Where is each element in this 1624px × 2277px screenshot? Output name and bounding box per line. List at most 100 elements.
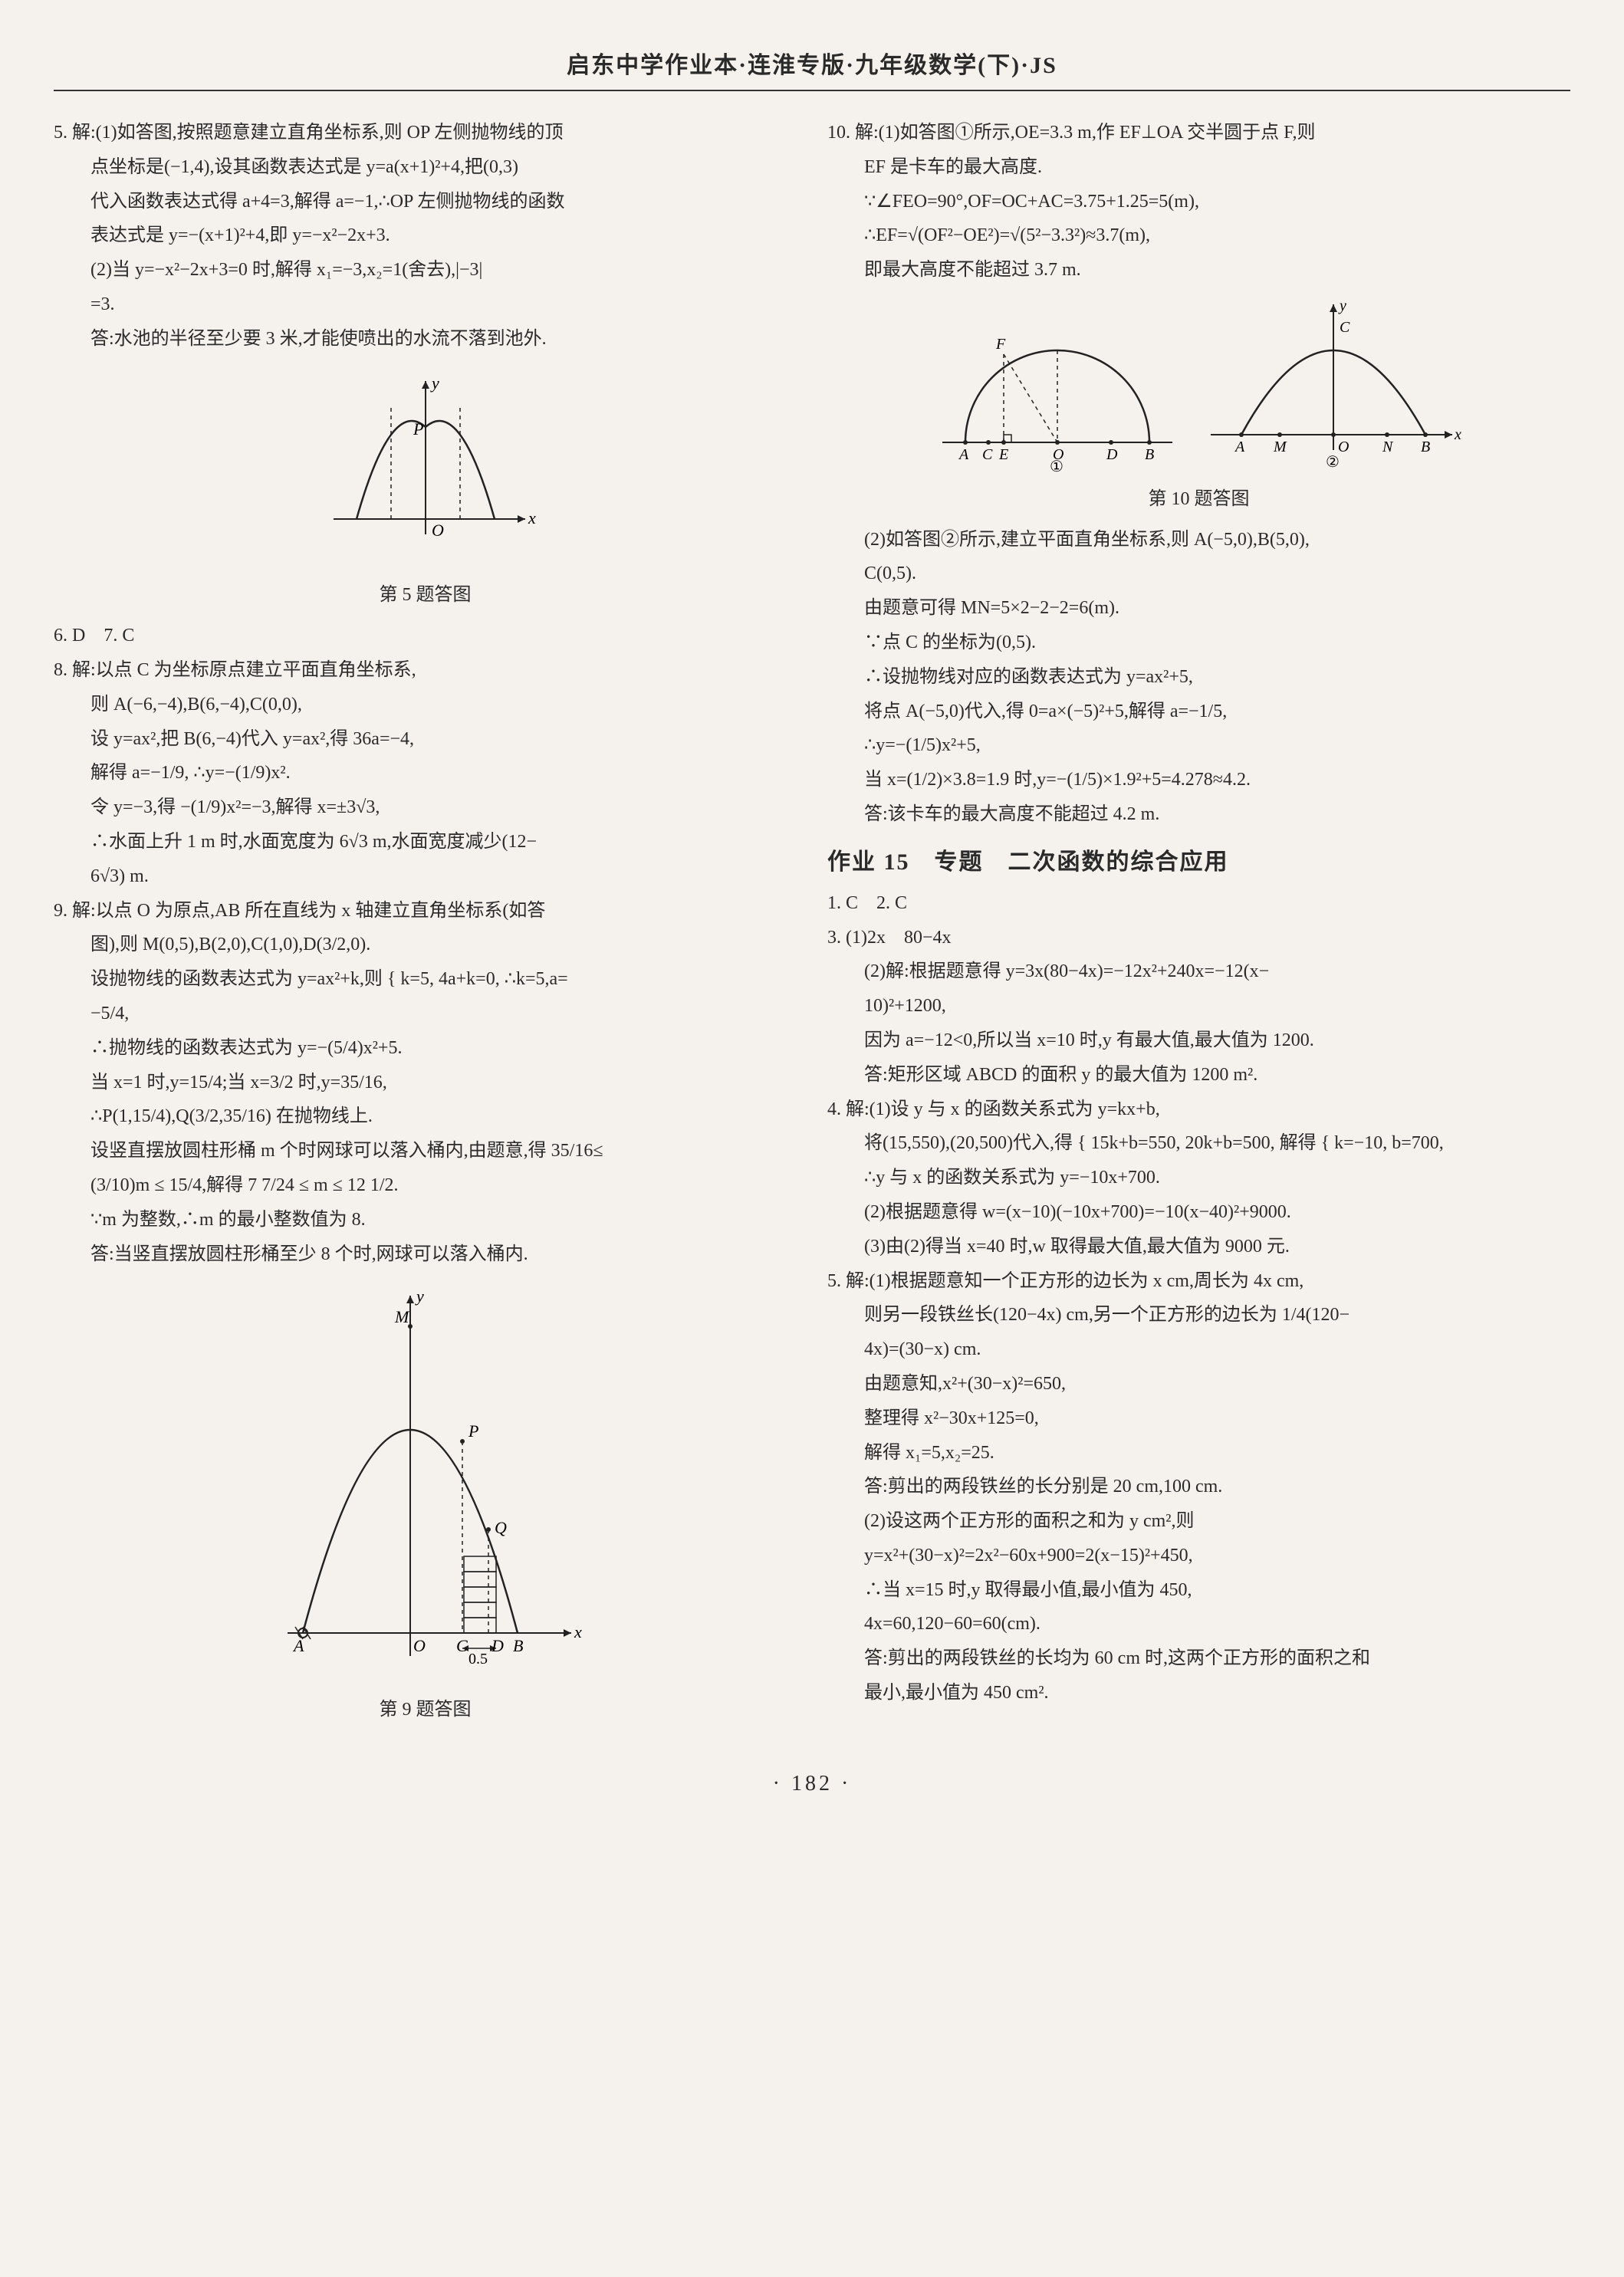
q5b-l1: 5. 解:(1)根据题意知一个正方形的边长为 x cm,周长为 4x cm,: [827, 1266, 1570, 1297]
q5-l4: 表达式是 y=−(x+1)²+4,即 y=−x²−2x+3.: [54, 220, 797, 251]
fig10b-y: y: [1338, 297, 1346, 314]
q9-l9: (3/10)m ≤ 15/4,解得 7 7/24 ≤ m ≤ 12 1/2.: [54, 1170, 797, 1201]
fig9-O: O: [413, 1636, 426, 1655]
q10-l9: ∵点 C 的坐标为(0,5).: [827, 627, 1570, 659]
q5-l6: =3.: [54, 289, 797, 320]
q8-l2: 则 A(−6,−4),B(6,−4),C(0,0),: [54, 689, 797, 721]
fig5-label-P: P: [413, 419, 423, 439]
fig9-caption: 第 9 题答图: [54, 1694, 797, 1726]
page-number: · 182 ·: [54, 1766, 1570, 1802]
a1-2: 1. C 2. C: [827, 888, 1570, 919]
fig5-caption: 第 5 题答图: [54, 580, 797, 611]
fig10-caption: 第 10 题答图: [827, 484, 1570, 515]
q6-7: 6. D 7. C: [54, 620, 797, 652]
q10-l6: (2)如答图②所示,建立平面直角坐标系,则 A(−5,0),B(5,0),: [827, 524, 1570, 556]
q10-l12: ∴y=−(1/5)x²+5,: [827, 730, 1570, 761]
q10-l1: 10. 解:(1)如答图①所示,OE=3.3 m,作 EF⊥OA 交半圆于点 F…: [827, 117, 1570, 149]
q8-l5: 令 y=−3,得 −(1/9)x²=−3,解得 x=±3√3,: [54, 792, 797, 823]
q8-l7: 6√3) m.: [54, 861, 797, 892]
right-column: 10. 解:(1)如答图①所示,OE=3.3 m,作 EF⊥OA 交半圆于点 F…: [827, 114, 1570, 1735]
q10-l13: 当 x=(1/2)×3.8=1.9 时,y=−(1/5)×1.9²+5=4.27…: [827, 764, 1570, 796]
q9-l2: 图),则 M(0,5),B(2,0),C(1,0),D(3/2,0).: [54, 929, 797, 961]
fig9-C: C: [456, 1636, 468, 1655]
fig10a-E: E: [998, 446, 1008, 463]
q10-l5: 即最大高度不能超过 3.7 m.: [827, 255, 1570, 286]
fig10a-B: B: [1145, 446, 1154, 463]
q5b-l2: 则另一段铁丝长(120−4x) cm,另一个正方形的边长为 1/4(120−: [827, 1300, 1570, 1331]
fig9-A: A: [292, 1636, 304, 1655]
fig10a-D: D: [1106, 446, 1118, 463]
fig10b-O: O: [1338, 439, 1349, 455]
q10-l3: ∵∠FEO=90°,OF=OC+AC=3.75+1.25=5(m),: [827, 186, 1570, 218]
fig10a-C: C: [982, 446, 993, 463]
q10-l4: ∴EF=√(OF²−OE²)=√(5²−3.3²)≈3.7(m),: [827, 220, 1570, 251]
q5b-l5: 整理得 x²−30x+125=0,: [827, 1403, 1570, 1434]
q10-l7: C(0,5).: [827, 558, 1570, 590]
q10-l14: 答:该卡车的最大高度不能超过 4.2 m.: [827, 799, 1570, 830]
q4-l2: 将(15,550),(20,500)代入,得 { 15k+b=550, 20k+…: [827, 1128, 1570, 1159]
two-column-layout: 5. 解:(1)如答图,按照题意建立直角坐标系,则 OP 左侧抛物线的顶 点坐标…: [54, 114, 1570, 1735]
page-header: 启东中学作业本·连淮专版·九年级数学(下)·JS: [54, 46, 1570, 91]
q5b-l10: ∴当 x=15 时,y 取得最小值,最小值为 450,: [827, 1575, 1570, 1606]
q5-l5: (2)当 y=−x²−2x+3=0 时,解得 x₁=−3,x₂=1(舍去),|−…: [54, 255, 797, 286]
q9-l1: 9. 解:以点 O 为原点,AB 所在直线为 x 轴建立直角坐标系(如答: [54, 895, 797, 927]
fig10a-A: A: [958, 446, 969, 463]
q10-l11: 将点 A(−5,0)代入,得 0=a×(−5)²+5,解得 a=−1/5,: [827, 696, 1570, 728]
fig9-diagram: M P Q A O C D B x y 0.5: [54, 1280, 797, 1690]
q8-l4: 解得 a=−1/9, ∴y=−(1/9)x².: [54, 757, 797, 789]
q5-l3: 代入函数表达式得 a+4=3,解得 a=−1,∴OP 左侧抛物线的函数: [54, 186, 797, 218]
q9-l5: ∴抛物线的函数表达式为 y=−(5/4)x²+5.: [54, 1033, 797, 1064]
q8-l1: 8. 解:以点 C 为坐标原点建立平面直角坐标系,: [54, 655, 797, 686]
fig5-diagram: P O x y: [54, 366, 797, 576]
fig9-D: D: [491, 1636, 504, 1655]
fig10b-C: C: [1340, 319, 1350, 336]
q3-l4: 因为 a=−12<0,所以当 x=10 时,y 有最大值,最大值为 1200.: [827, 1025, 1570, 1056]
q9-l4: −5/4,: [54, 998, 797, 1030]
fig5-label-y: y: [430, 373, 439, 393]
fig10b-num: ②: [1326, 454, 1340, 471]
q8-l3: 设 y=ax²,把 B(6,−4)代入 y=ax²,得 36a=−4,: [54, 724, 797, 755]
q5-l7: 答:水池的半径至少要 3 米,才能使喷出的水流不落到池外.: [54, 324, 797, 355]
fig10a-F: F: [995, 336, 1006, 353]
fig10b-x: x: [1454, 426, 1461, 443]
fig10-row: F A C E O D B ①: [827, 289, 1570, 484]
q3-l5: 答:矩形区域 ABCD 的面积 y 的最大值为 1200 m².: [827, 1060, 1570, 1091]
q8-l6: ∴水面上升 1 m 时,水面宽度为 6√3 m,水面宽度减少(12−: [54, 826, 797, 858]
q9-l10: ∵m 为整数,∴m 的最小整数值为 8.: [54, 1204, 797, 1236]
q10-l10: ∴设抛物线对应的函数表达式为 y=ax²+5,: [827, 662, 1570, 693]
fig9-x: x: [574, 1622, 582, 1641]
left-column: 5. 解:(1)如答图,按照题意建立直角坐标系,则 OP 左侧抛物线的顶 点坐标…: [54, 114, 797, 1735]
fig5-label-O: O: [432, 521, 444, 540]
q5b-l6: 解得 x₁=5,x₂=25.: [827, 1438, 1570, 1469]
q10-l8: 由题意可得 MN=5×2−2−2=6(m).: [827, 593, 1570, 624]
q5b-l7: 答:剪出的两段铁丝的长分别是 20 cm,100 cm.: [827, 1471, 1570, 1503]
q9-l6: 当 x=1 时,y=15/4;当 x=3/2 时,y=35/16,: [54, 1067, 797, 1099]
fig10b-B: B: [1421, 439, 1430, 455]
fig9-M: M: [394, 1307, 410, 1326]
q5b-l3: 4x)=(30−x) cm.: [827, 1334, 1570, 1365]
q5b-l8: (2)设这两个正方形的面积之和为 y cm²,则: [827, 1506, 1570, 1537]
q9-l3: 设抛物线的函数表达式为 y=ax²+k,则 { k=5, 4a+k=0, ∴k=…: [54, 964, 797, 995]
q5-l1: 5. 解:(1)如答图,按照题意建立直角坐标系,则 OP 左侧抛物线的顶: [54, 117, 797, 149]
fig9-P: P: [468, 1421, 478, 1441]
q4-l1: 4. 解:(1)设 y 与 x 的函数关系式为 y=kx+b,: [827, 1094, 1570, 1125]
fig10a-diagram: F A C E O D B ①: [935, 304, 1180, 484]
q9-l7: ∴P(1,15/4),Q(3/2,35/16) 在抛物线上.: [54, 1101, 797, 1132]
fig9-half: 0.5: [468, 1651, 488, 1668]
fig10b-diagram: C A M O N B x y ②: [1203, 289, 1464, 484]
q4-l5: (3)由(2)得当 x=40 时,w 取得最大值,最大值为 9000 元.: [827, 1231, 1570, 1263]
q5b-l11: 4x=60,120−60=60(cm).: [827, 1608, 1570, 1640]
fig9-y: y: [415, 1286, 424, 1306]
q9-l11: 答:当竖直摆放圆柱形桶至少 8 个时,网球可以落入桶内.: [54, 1239, 797, 1270]
fig5-label-x: x: [528, 508, 536, 527]
fig9-B: B: [513, 1636, 523, 1655]
q3-l1: 3. (1)2x 80−4x: [827, 922, 1570, 954]
q5b-l4: 由题意知,x²+(30−x)²=650,: [827, 1368, 1570, 1400]
fig10a-num: ①: [1050, 458, 1063, 473]
q4-l4: (2)根据题意得 w=(x−10)(−10x+700)=−10(x−40)²+9…: [827, 1197, 1570, 1228]
fig9-Q: Q: [495, 1518, 507, 1537]
q9-l8: 设竖直摆放圆柱形桶 m 个时网球可以落入桶内,由题意,得 35/16≤: [54, 1135, 797, 1167]
fig10b-M: M: [1273, 439, 1287, 455]
q4-l3: ∴y 与 x 的函数关系式为 y=−10x+700.: [827, 1162, 1570, 1194]
q5b-l13: 最小,最小值为 450 cm².: [827, 1677, 1570, 1709]
